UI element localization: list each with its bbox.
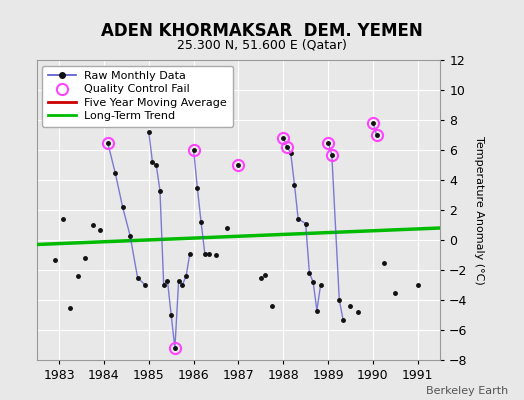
Text: ADEN KHORMAKSAR  DEM. YEMEN: ADEN KHORMAKSAR DEM. YEMEN [101, 22, 423, 40]
Text: 25.300 N, 51.600 E (Qatar): 25.300 N, 51.600 E (Qatar) [177, 38, 347, 51]
Y-axis label: Temperature Anomaly (°C): Temperature Anomaly (°C) [474, 136, 484, 284]
Text: Berkeley Earth: Berkeley Earth [426, 386, 508, 396]
Legend: Raw Monthly Data, Quality Control Fail, Five Year Moving Average, Long-Term Tren: Raw Monthly Data, Quality Control Fail, … [42, 66, 233, 127]
